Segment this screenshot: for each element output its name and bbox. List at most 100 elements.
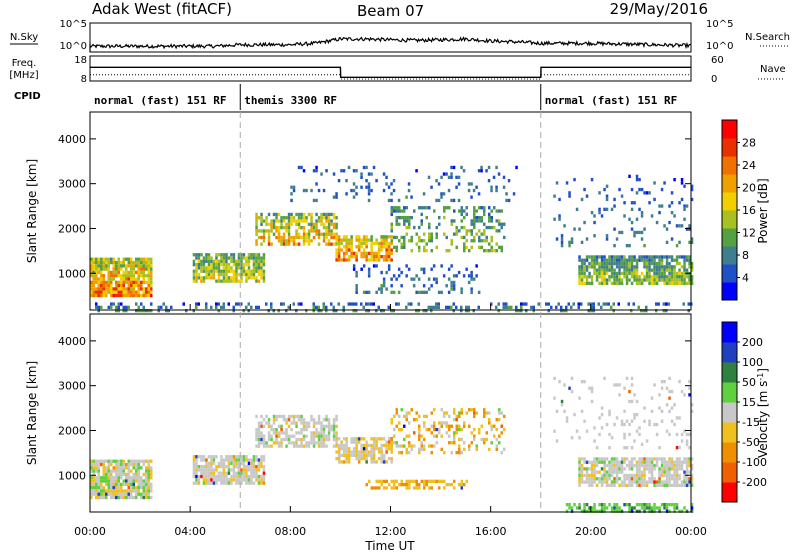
power-cell-1635 xyxy=(580,240,584,244)
power-cell-1450 xyxy=(635,281,639,285)
power-cell-43 xyxy=(97,290,100,294)
power-cell-690 xyxy=(335,226,338,230)
power-cell-1173 xyxy=(350,188,353,193)
velocity-cell-345 xyxy=(220,455,223,459)
velocity-cell-1303 xyxy=(655,460,659,464)
velocity-cell-441 xyxy=(250,465,253,469)
power-cell-1509 xyxy=(658,258,661,262)
velocity-cell-753 xyxy=(360,453,363,457)
velocity-cell-372 xyxy=(227,468,231,472)
power-cell-489 xyxy=(255,239,258,243)
velocity-cell-310 xyxy=(207,461,211,465)
power-cell-1092 xyxy=(417,277,421,281)
velocity-cell-553 xyxy=(282,414,286,419)
power-cell-768 xyxy=(365,255,368,259)
power-cell-717 xyxy=(342,255,346,259)
power-cell-1738 xyxy=(688,240,691,244)
power-cell-1358 xyxy=(605,281,609,285)
power-cell-774 xyxy=(370,238,373,242)
velocity-cell-120 xyxy=(117,462,120,467)
power-cell-1505 xyxy=(655,275,659,279)
power-cell-413 xyxy=(240,269,243,273)
velocity-cell-1502 xyxy=(655,422,659,427)
power-cell-1340 xyxy=(600,275,604,279)
power-cell-962 xyxy=(468,229,471,233)
power-cell-1251 xyxy=(480,165,483,170)
velocity-cell-1139 xyxy=(598,460,601,464)
velocity-cell-916 xyxy=(403,437,406,442)
power-cell-1214 xyxy=(415,169,418,173)
power-cell-508 xyxy=(265,222,268,226)
power-cell-419 xyxy=(242,263,246,267)
velocity-cell-1025 xyxy=(463,424,466,428)
power-cell-1195 xyxy=(370,188,373,193)
power-cell-1258 xyxy=(492,175,496,179)
power-cell-1954 xyxy=(612,309,615,313)
velocity-cell-288 xyxy=(200,458,203,462)
velocity-cell-314 xyxy=(207,474,211,479)
velocity-cell-999 xyxy=(453,411,456,415)
power-cell-505 xyxy=(262,239,266,243)
power-cell-1140 xyxy=(475,274,478,278)
power-cell-1395 xyxy=(618,271,621,276)
power-cell-1571 xyxy=(678,268,681,272)
velocity-cell-465 xyxy=(257,468,261,472)
power-cell-1018 xyxy=(490,225,493,230)
power-cell-1564 xyxy=(675,261,679,266)
velocity-cell-1325 xyxy=(663,467,666,471)
power-cell-1225 xyxy=(442,172,446,176)
velocity-cell-505 xyxy=(262,418,266,422)
power-cell-1580 xyxy=(680,278,684,282)
power-cell-546 xyxy=(280,242,283,246)
velocity-cell-491 xyxy=(257,424,261,428)
velocity-cell-1516 xyxy=(668,389,671,394)
power-cell-1458 xyxy=(640,271,644,276)
velocity-cell-37 xyxy=(97,472,100,477)
velocity-cell-568 xyxy=(287,437,291,442)
power-cell-283 xyxy=(195,279,198,283)
power-cell-1044 xyxy=(352,267,356,271)
velocity-cell-493 xyxy=(257,431,261,435)
power-cell-423 xyxy=(245,256,248,260)
velocity-cell-1030 xyxy=(468,424,471,428)
power-cell-1952 xyxy=(610,305,613,309)
power-cell-1767 xyxy=(137,309,140,313)
velocity-cell-911 xyxy=(400,427,403,432)
velocity-cell-1179 xyxy=(610,483,614,487)
velocity-cell-294 xyxy=(202,458,206,462)
velocity-cell-517 xyxy=(267,424,271,428)
power-cell-1023 xyxy=(493,206,496,210)
velocity-cell-61 xyxy=(102,486,105,490)
power-cell-1896 xyxy=(467,309,470,313)
velocity-cell-1491 xyxy=(638,432,641,437)
velocity-cell-653 xyxy=(322,418,326,422)
velocity-cell-446 xyxy=(250,481,253,485)
velocity-cell-171 xyxy=(127,492,130,496)
velocity-cell-888 xyxy=(460,486,463,490)
velocity-cell-565 xyxy=(287,418,291,422)
velocity-cell-1173 xyxy=(610,460,614,464)
power-cell-623 xyxy=(310,216,313,220)
velocity-cell-389 xyxy=(232,474,236,479)
velocity-cell-690 xyxy=(335,441,338,445)
power-cell-496 xyxy=(260,219,263,223)
velocity-cell-635 xyxy=(315,434,318,438)
velocity-cell-307 xyxy=(205,478,208,482)
power-cell-1851 xyxy=(355,309,358,313)
velocity-cell-649 xyxy=(320,434,323,438)
power-cell-749 xyxy=(357,241,361,246)
power-cell-1402 xyxy=(620,265,624,269)
power-cell-538 xyxy=(277,235,281,240)
velocity-cell-436 xyxy=(247,474,251,479)
power-cell-325 xyxy=(210,272,213,277)
power-cell-555 xyxy=(285,222,288,226)
power-cell-769 xyxy=(365,258,368,262)
power-cell-1246 xyxy=(470,195,473,199)
velocity-cell-1564 xyxy=(590,506,594,510)
velocity-cell-24 xyxy=(95,466,98,470)
velocity-cell-991 xyxy=(448,424,451,428)
velocity-cell-572 xyxy=(290,428,293,432)
velocity-cell-1222 xyxy=(628,463,631,468)
power-cell-457 xyxy=(255,276,258,280)
power-cell-1948 xyxy=(600,305,603,309)
